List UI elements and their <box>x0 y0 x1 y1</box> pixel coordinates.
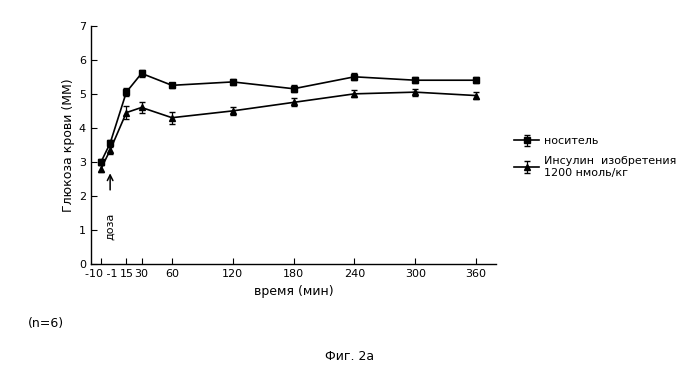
X-axis label: время (мин): время (мин) <box>254 285 333 298</box>
Text: доза: доза <box>105 213 115 240</box>
Text: (n=6): (n=6) <box>28 317 64 330</box>
Y-axis label: Глюкоза крови (ММ): Глюкоза крови (ММ) <box>62 78 75 212</box>
Legend: носитель, Инсулин  изобретения
1200 нмоль/кг: носитель, Инсулин изобретения 1200 нмоль… <box>510 132 682 182</box>
Text: Фиг. 2a: Фиг. 2a <box>325 350 374 363</box>
